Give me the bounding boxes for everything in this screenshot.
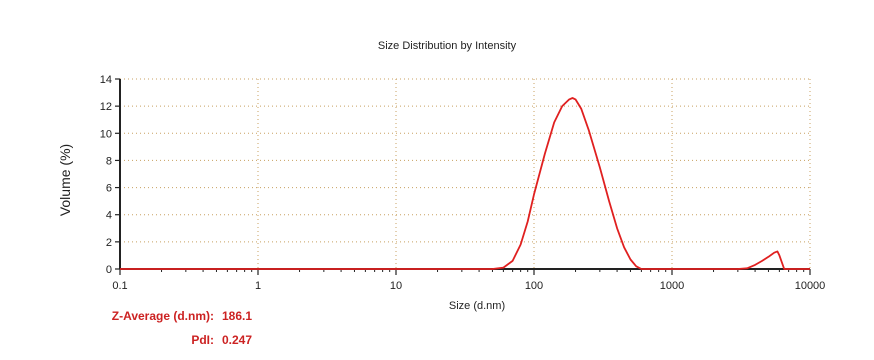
y-tick-label: 8 bbox=[106, 155, 112, 167]
x-tick-label: 1000 bbox=[660, 280, 684, 292]
y-tick-label: 2 bbox=[106, 237, 112, 249]
pdi-label: PdI: bbox=[191, 333, 214, 347]
y-tick-label: 6 bbox=[106, 183, 112, 195]
series-lines bbox=[120, 97, 810, 270]
y-tick-label: 12 bbox=[100, 101, 112, 113]
tick-labels: 0.1 1 10 100 1000 10000 0 2 4 6 8 10 12 14 bbox=[100, 74, 826, 292]
x-tick-label: 1 bbox=[255, 280, 261, 292]
x-tick-label: 10000 bbox=[795, 280, 826, 292]
y-axis-label: Volume (%) bbox=[57, 144, 73, 216]
x-tick-label: 0.1 bbox=[112, 280, 127, 292]
x-tick-label: 10 bbox=[390, 280, 402, 292]
y-tick-label: 0 bbox=[106, 264, 112, 276]
x-axis-label: Size (d.nm) bbox=[449, 300, 505, 312]
pdi-value: 0.247 bbox=[222, 333, 252, 347]
x-tick-label: 100 bbox=[525, 280, 543, 292]
y-tick-label: 10 bbox=[100, 128, 112, 140]
y-tick-label: 14 bbox=[100, 74, 112, 86]
axes bbox=[115, 78, 811, 275]
chart-title: Size Distribution by Intensity bbox=[378, 40, 517, 52]
y-tick-label: 4 bbox=[106, 210, 112, 222]
grid-lines bbox=[120, 78, 811, 269]
z-average-value: 186.1 bbox=[222, 309, 252, 323]
z-average-label: Z-Average (d.nm): bbox=[112, 309, 214, 323]
series-line bbox=[120, 97, 810, 270]
